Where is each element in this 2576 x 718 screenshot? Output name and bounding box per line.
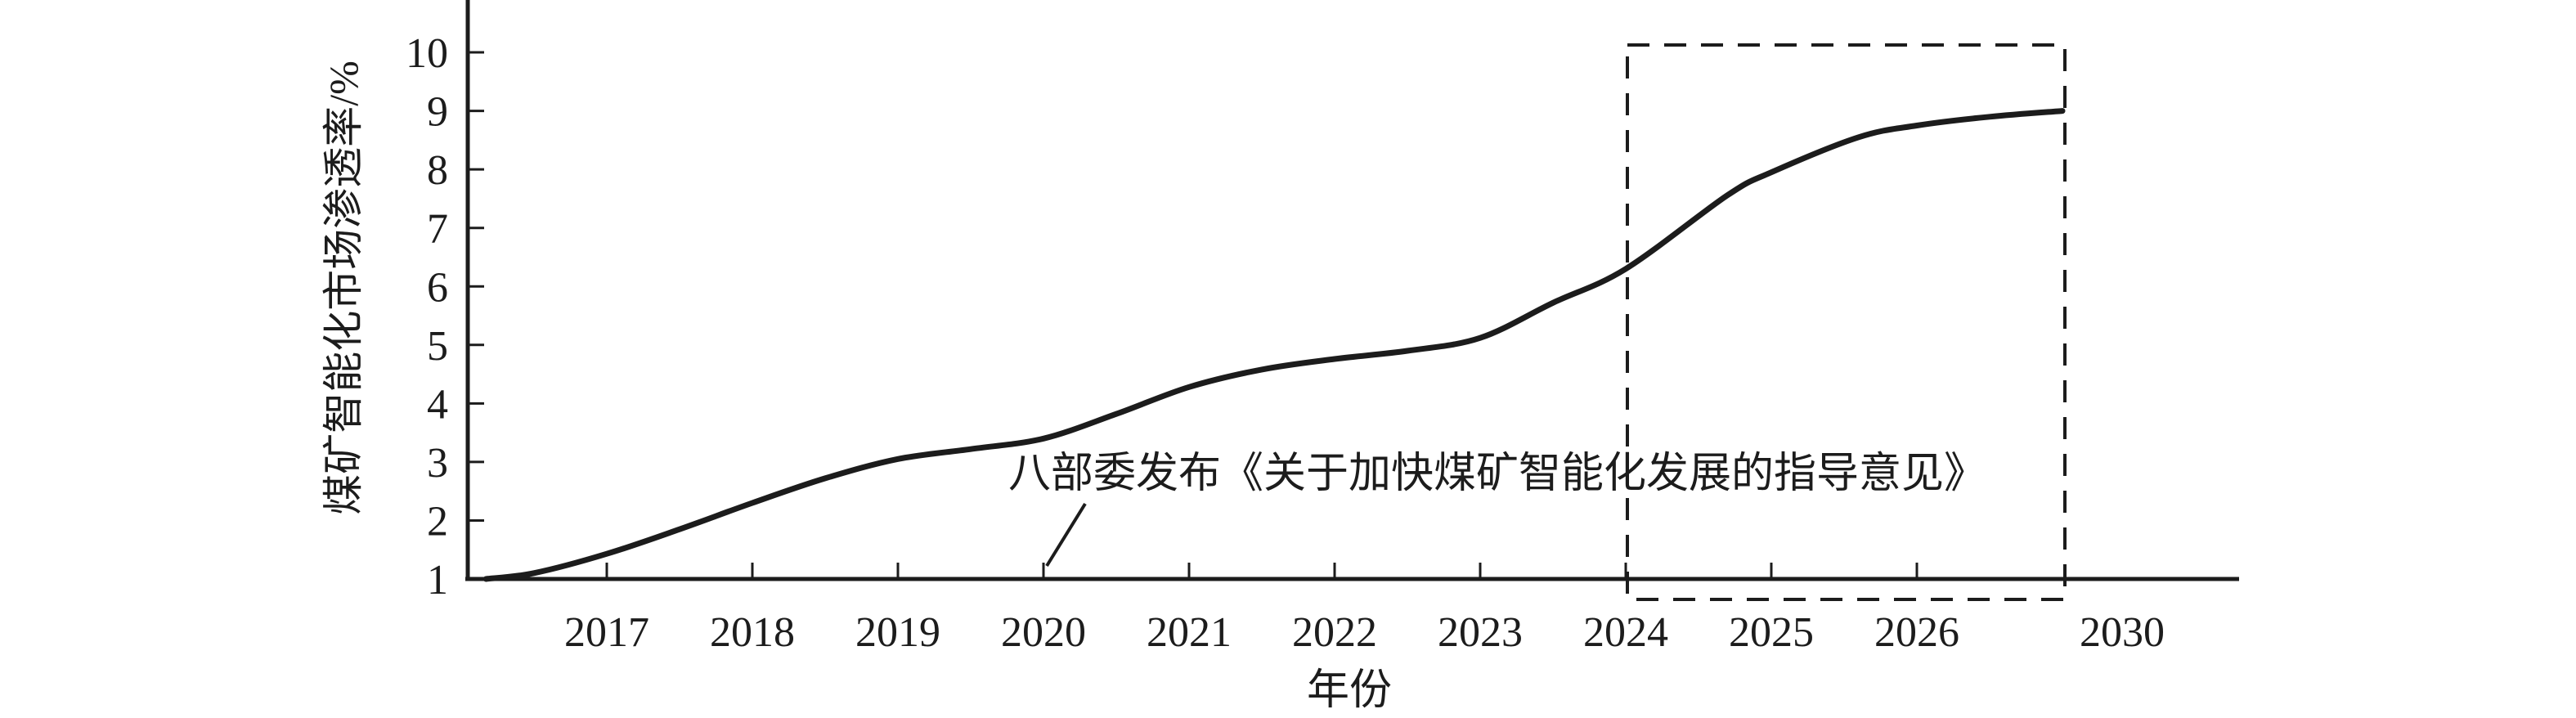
y-axis-ticks (468, 51, 484, 522)
y-tick-label-1: 1 (427, 557, 448, 604)
y-tick-label-6: 6 (427, 264, 448, 311)
y-tick-label-3: 3 (427, 440, 448, 487)
policy-annotation: 八部委发布《关于加快煤矿智能化发展的指导意见》 (1008, 451, 1986, 568)
y-axis-title: 煤矿智能化市场渗透率/% (321, 61, 366, 515)
x-tick-label-2023: 2023 (1438, 609, 1523, 656)
x-axis-tick-labels: 2017 2018 2019 2020 2021 2022 2023 2024 2025 2026… (564, 609, 2165, 656)
annotation-leader-line (1045, 502, 1087, 568)
x-tick-label-2018: 2018 (710, 609, 795, 656)
x-tick-label-2025: 2025 (1729, 609, 1814, 656)
x-axis-ticks (605, 563, 1919, 579)
y-tick-label-10: 10 (406, 30, 448, 77)
dashed-highlight-box (1626, 43, 2067, 601)
x-tick-label-2030: 2030 (2080, 609, 2165, 656)
x-tick-label-2021: 2021 (1147, 609, 1232, 656)
y-tick-label-2: 2 (427, 498, 448, 545)
x-tick-label-2022: 2022 (1292, 609, 1377, 656)
x-tick-label-2017: 2017 (564, 609, 649, 656)
y-tick-label-5: 5 (427, 323, 448, 370)
y-tick-label-4: 4 (427, 381, 448, 428)
y-tick-label-7: 7 (427, 206, 448, 253)
y-axis-tick-labels: 1 2 3 4 5 6 7 8 9 10 (406, 30, 448, 604)
x-tick-label-2020: 2020 (1001, 609, 1086, 656)
y-tick-label-8: 8 (427, 147, 448, 194)
x-tick-label-2026: 2026 (1874, 609, 1959, 656)
penetration-rate-curve (482, 108, 2066, 582)
x-tick-label-2019: 2019 (855, 609, 940, 656)
annotation-text: 八部委发布《关于加快煤矿智能化发展的指导意见》 (1008, 451, 1986, 497)
x-axis-title: 年份 (1307, 667, 1392, 714)
y-tick-label-9: 9 (427, 89, 448, 136)
x-tick-label-2024: 2024 (1583, 609, 1668, 656)
